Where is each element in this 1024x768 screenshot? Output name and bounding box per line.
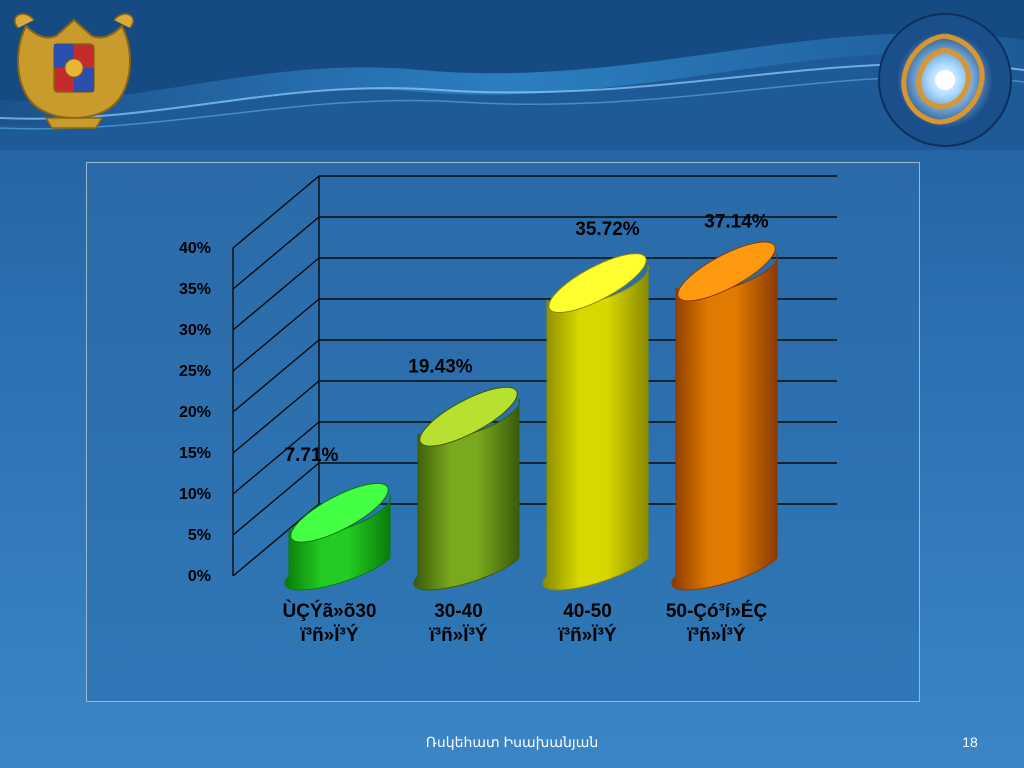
gridline-depth [232,298,320,372]
x-tick-label: ï³ñ»Ï³Ý [557,624,616,646]
x-tick-label: ï³ñ»Ï³Ý [686,624,745,646]
gridline-depth [232,462,320,536]
bar-top [290,482,389,543]
gridline-depth [232,421,320,495]
gridline-depth [232,175,320,249]
x-tick-label: ï³ñ»Ï³Ý [299,624,358,646]
data-label: 35.72% [575,219,640,240]
y-tick-label: 20% [179,404,211,421]
data-label: 19.43% [408,357,473,378]
y-tick-label: 0% [188,568,211,585]
gridline-depth [232,257,320,331]
bar-2 [413,386,521,591]
x-tick-label: 40-50 [563,601,612,622]
data-label: 37.14% [704,211,769,232]
x-tick-label: 50-Çó³í»ÉÇ [666,600,768,622]
organization-emblem-logo [872,10,1018,150]
data-label: 7.71% [285,445,339,466]
bar-1 [284,482,392,591]
gridline-depth [232,216,320,290]
y-tick-label: 40% [179,240,211,257]
header-wave [0,0,1024,150]
y-tick-label: 15% [179,445,211,462]
x-tick-label: ï³ñ»Ï³Ý [428,624,487,646]
y-tick-label: 35% [179,281,211,298]
bar-body [671,253,779,591]
gridline-depth [232,380,320,454]
bar-body [542,264,650,591]
page-number: 18 [962,734,978,750]
bar-top [419,386,518,447]
y-tick-label: 5% [188,527,211,544]
bar-top [548,253,647,314]
x-tick-label: ÙÇÝã»õ30 [283,600,377,622]
coat-of-arms-logo [6,6,142,132]
y-tick-label: 10% [179,486,211,503]
y-tick-label: 25% [179,363,211,380]
x-tick-label: 30-40 [434,601,483,622]
y-tick-label: 30% [179,322,211,339]
gridline-depth [232,339,320,413]
bar-top [677,241,776,302]
footer-author: Ռսկեհատ Իսախանյան [425,734,599,750]
bar-chart: 0%5%10%15%20%25%30%35%40%7.71%ÙÇÝã»õ30ï³… [179,175,837,646]
bar-4 [671,241,779,591]
bar-3 [542,253,650,591]
chart-panel: 0% 5% 10% 15% 20% 25% 30% 35% 40% 7.71% ÙÇÝã»õ30 ï³… [86,162,920,702]
